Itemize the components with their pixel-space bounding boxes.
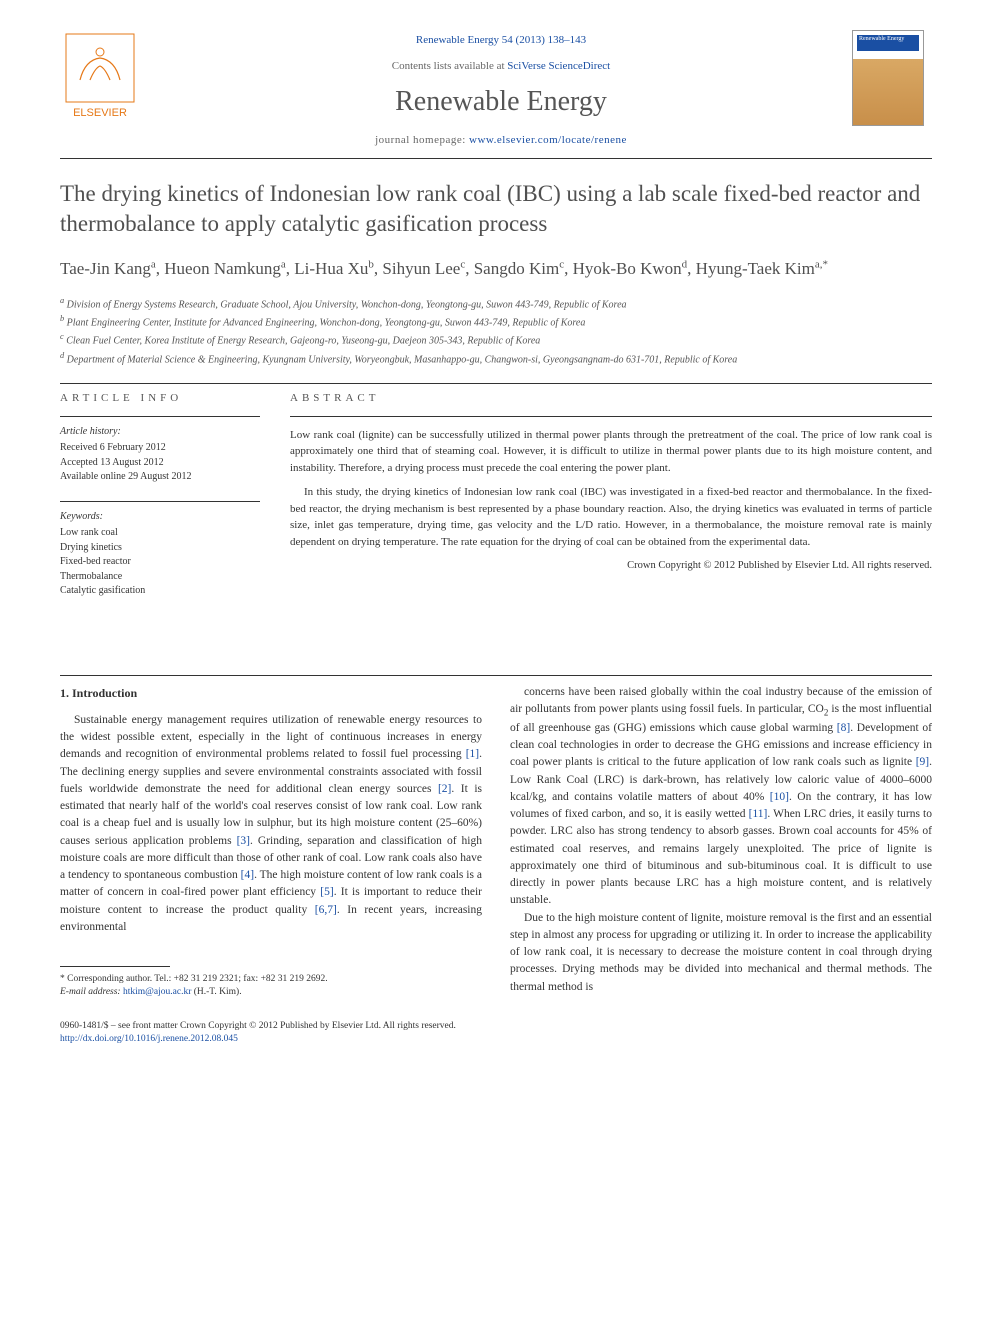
affiliation-b: b Plant Engineering Center, Institute fo… <box>60 313 932 330</box>
affiliation-d: d Department of Material Science & Engin… <box>60 350 932 367</box>
affiliation-a: a Division of Energy Systems Research, G… <box>60 295 932 312</box>
email-line: E-mail address: htkim@ajou.ac.kr (H.-T. … <box>60 986 482 999</box>
reference-link[interactable]: [2] <box>438 783 451 795</box>
cover-title-text: Renewable Energy <box>859 36 904 42</box>
reference-link[interactable]: [11] <box>749 808 768 820</box>
received-date: Received 6 February 2012 <box>60 441 260 456</box>
divider <box>60 383 932 384</box>
keywords-block: Keywords: Low rank coal Drying kinetics … <box>60 501 260 599</box>
email-link[interactable]: htkim@ajou.ac.kr <box>123 987 191 997</box>
corresponding-author-note: * Corresponding author. Tel.: +82 31 219… <box>60 973 482 986</box>
footnotes: * Corresponding author. Tel.: +82 31 219… <box>60 973 482 1000</box>
affiliations: a Division of Energy Systems Research, G… <box>60 295 932 367</box>
elsevier-logo: ELSEVIER <box>60 30 140 120</box>
keyword: Catalytic gasification <box>60 584 260 599</box>
front-matter-line: 0960-1481/$ – see front matter Crown Cop… <box>60 1020 932 1033</box>
email-suffix: (H.-T. Kim). <box>191 987 241 997</box>
author: Tae-Jin Kanga <box>60 259 156 278</box>
body-column-left: 1. Introduction Sustainable energy manag… <box>60 684 482 1000</box>
reference-link[interactable]: [4] <box>241 869 254 881</box>
body-columns: 1. Introduction Sustainable energy manag… <box>60 684 932 1000</box>
homepage-link[interactable]: www.elsevier.com/locate/renene <box>469 134 627 146</box>
abstract-paragraph: Low rank coal (lignite) can be successfu… <box>290 427 932 477</box>
header-center: Renewable Energy 54 (2013) 138–143 Conte… <box>150 30 852 146</box>
journal-header: ELSEVIER Renewable Energy 54 (2013) 138–… <box>60 30 932 159</box>
reference-link[interactable]: [6,7] <box>315 904 337 916</box>
accepted-date: Accepted 13 August 2012 <box>60 456 260 471</box>
sciencedirect-link[interactable]: SciVerse ScienceDirect <box>507 60 610 72</box>
abstract-paragraph: In this study, the drying kinetics of In… <box>290 484 932 550</box>
article-history-block: Article history: Received 6 February 201… <box>60 416 260 485</box>
homepage-prefix: journal homepage: <box>375 134 469 146</box>
author: Li-Hua Xub <box>294 259 374 278</box>
doi-link[interactable]: http://dx.doi.org/10.1016/j.renene.2012.… <box>60 1034 238 1044</box>
journal-cover-col: Renewable Energy <box>852 30 932 126</box>
email-label: E-mail address: <box>60 987 123 997</box>
author-corresponding: Hyung-Taek Kima,* <box>696 259 828 278</box>
history-heading: Article history: <box>60 425 260 440</box>
author: Hyok-Bo Kwond <box>573 259 688 278</box>
keyword: Fixed-bed reactor <box>60 555 260 570</box>
section-heading-intro: 1. Introduction <box>60 684 482 702</box>
reference-link[interactable]: [3] <box>237 835 250 847</box>
reference-link[interactable]: [5] <box>320 886 333 898</box>
citation-line: Renewable Energy 54 (2013) 138–143 <box>150 34 852 46</box>
reference-link[interactable]: [8] <box>837 722 850 734</box>
divider <box>60 675 932 676</box>
keyword: Drying kinetics <box>60 541 260 556</box>
abstract-label: ABSTRACT <box>290 392 932 404</box>
page-footer: 0960-1481/$ – see front matter Crown Cop… <box>60 1020 932 1047</box>
author-list: Tae-Jin Kanga, Hueon Namkunga, Li-Hua Xu… <box>60 257 932 281</box>
contents-prefix: Contents lists available at <box>392 60 507 72</box>
reference-link[interactable]: [10] <box>770 791 789 803</box>
homepage-line: journal homepage: www.elsevier.com/locat… <box>150 134 852 146</box>
online-date: Available online 29 August 2012 <box>60 470 260 485</box>
article-title: The drying kinetics of Indonesian low ra… <box>60 179 932 239</box>
elsevier-label: ELSEVIER <box>73 107 127 119</box>
abstract-column: ABSTRACT Low rank coal (lignite) can be … <box>290 392 932 615</box>
affiliation-c: c Clean Fuel Center, Korea Institute of … <box>60 331 932 348</box>
body-paragraph: Due to the high moisture content of lign… <box>510 910 932 996</box>
author: Sangdo Kimc <box>474 259 564 278</box>
article-info-label: ARTICLE INFO <box>60 392 260 404</box>
info-abstract-row: ARTICLE INFO Article history: Received 6… <box>60 392 932 615</box>
abstract-copyright: Crown Copyright © 2012 Published by Else… <box>290 558 932 574</box>
footnote-separator <box>60 966 170 967</box>
journal-name: Renewable Energy <box>150 86 852 118</box>
keyword: Thermobalance <box>60 570 260 585</box>
keywords-heading: Keywords: <box>60 510 260 525</box>
author: Hueon Namkunga <box>164 259 286 278</box>
author: Sihyun Leec <box>382 259 465 278</box>
reference-link[interactable]: [1] <box>466 748 479 760</box>
keyword: Low rank coal <box>60 526 260 541</box>
body-paragraph: Sustainable energy management requires u… <box>60 712 482 936</box>
contents-line: Contents lists available at SciVerse Sci… <box>150 60 852 72</box>
publisher-logo-col: ELSEVIER <box>60 30 150 125</box>
body-paragraph: concerns have been raised globally withi… <box>510 684 932 910</box>
abstract-text: Low rank coal (lignite) can be successfu… <box>290 416 932 574</box>
reference-link[interactable]: [9] <box>916 756 929 768</box>
journal-cover-thumbnail[interactable]: Renewable Energy <box>852 30 924 126</box>
body-column-right: concerns have been raised globally withi… <box>510 684 932 1000</box>
article-info-column: ARTICLE INFO Article history: Received 6… <box>60 392 260 615</box>
